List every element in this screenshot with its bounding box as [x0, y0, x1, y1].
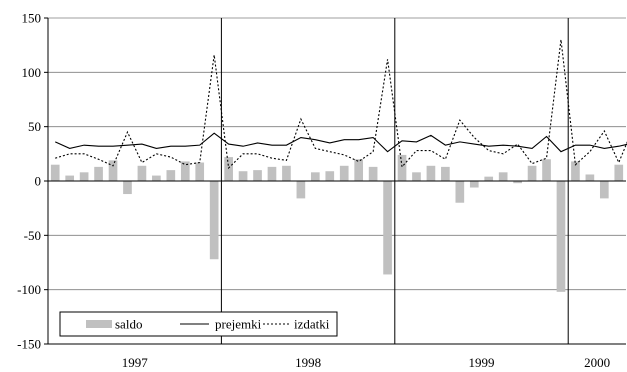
- saldo-bar: [599, 181, 609, 199]
- izdatki-line: [55, 39, 627, 170]
- legend-label-saldo: saldo: [115, 317, 142, 332]
- saldo-bars: [50, 154, 624, 292]
- saldo-bar: [412, 172, 421, 181]
- saldo-bar: [455, 181, 465, 203]
- y-tick-label: 0: [35, 174, 42, 189]
- saldo-bar: [498, 172, 508, 181]
- saldo-bar: [108, 160, 118, 181]
- saldo-bar: [556, 181, 566, 292]
- saldo-bar: [238, 171, 248, 181]
- saldo-bar: [614, 164, 624, 181]
- x-tick-label: 1998: [295, 355, 321, 370]
- saldo-bar: [339, 165, 349, 181]
- x-tick-label: 1997: [122, 355, 149, 370]
- series-lines: [55, 39, 627, 170]
- legend-label-izdatki: izdatki: [294, 317, 330, 332]
- saldo-bar: [79, 172, 89, 181]
- saldo-bar: [65, 175, 75, 181]
- saldo-bar: [94, 166, 103, 181]
- x-tick-labels: 1997 1998 1999 2000: [122, 355, 610, 370]
- saldo-bar: [354, 159, 364, 181]
- saldo-bar: [50, 164, 60, 181]
- saldo-bar: [527, 165, 537, 181]
- saldo-bar: [484, 176, 494, 181]
- saldo-bar: [253, 170, 262, 181]
- saldo-bar: [152, 175, 161, 181]
- y-tick-label: -150: [17, 337, 41, 352]
- saldo-bar: [166, 170, 176, 181]
- saldo-bar: [310, 172, 320, 181]
- legend: saldo prejemki izdatki: [59, 311, 338, 337]
- saldo-bar: [397, 154, 407, 181]
- y-tick-label: 100: [22, 65, 42, 80]
- legend-label-prejemki: prejemki: [215, 317, 262, 332]
- y-tick-label: -100: [17, 282, 41, 297]
- saldo-bar: [137, 165, 147, 181]
- saldo-bar: [571, 161, 580, 181]
- saldo-bar: [441, 166, 450, 181]
- saldo-bar: [325, 171, 335, 181]
- saldo-bar: [513, 181, 522, 184]
- y-tick-label: 150: [22, 11, 42, 26]
- legend-swatch-saldo: [86, 320, 112, 328]
- saldo-bar: [282, 165, 291, 181]
- saldo-bar: [585, 174, 595, 181]
- saldo-bar: [224, 157, 233, 181]
- prejemki-line: [55, 132, 627, 153]
- saldo-bar: [123, 181, 132, 195]
- x-tick-label: 1999: [469, 355, 495, 370]
- saldo-bar: [267, 166, 277, 181]
- saldo-bar: [195, 162, 205, 181]
- saldo-bar: [383, 181, 392, 275]
- y-tick-label: 50: [28, 119, 41, 134]
- saldo-bar: [368, 166, 378, 181]
- saldo-bar: [426, 165, 436, 181]
- axes: [44, 17, 626, 345]
- saldo-bar: [469, 181, 479, 188]
- y-tick-label: -50: [24, 228, 41, 243]
- saldo-bar: [180, 161, 190, 181]
- saldo-bar: [296, 181, 306, 199]
- y-tick-labels: 150 100 50 0 -50 -100 -150: [17, 11, 41, 352]
- saldo-bar: [209, 181, 219, 260]
- saldo-bar: [542, 159, 551, 181]
- x-tick-label: 2000: [584, 355, 610, 370]
